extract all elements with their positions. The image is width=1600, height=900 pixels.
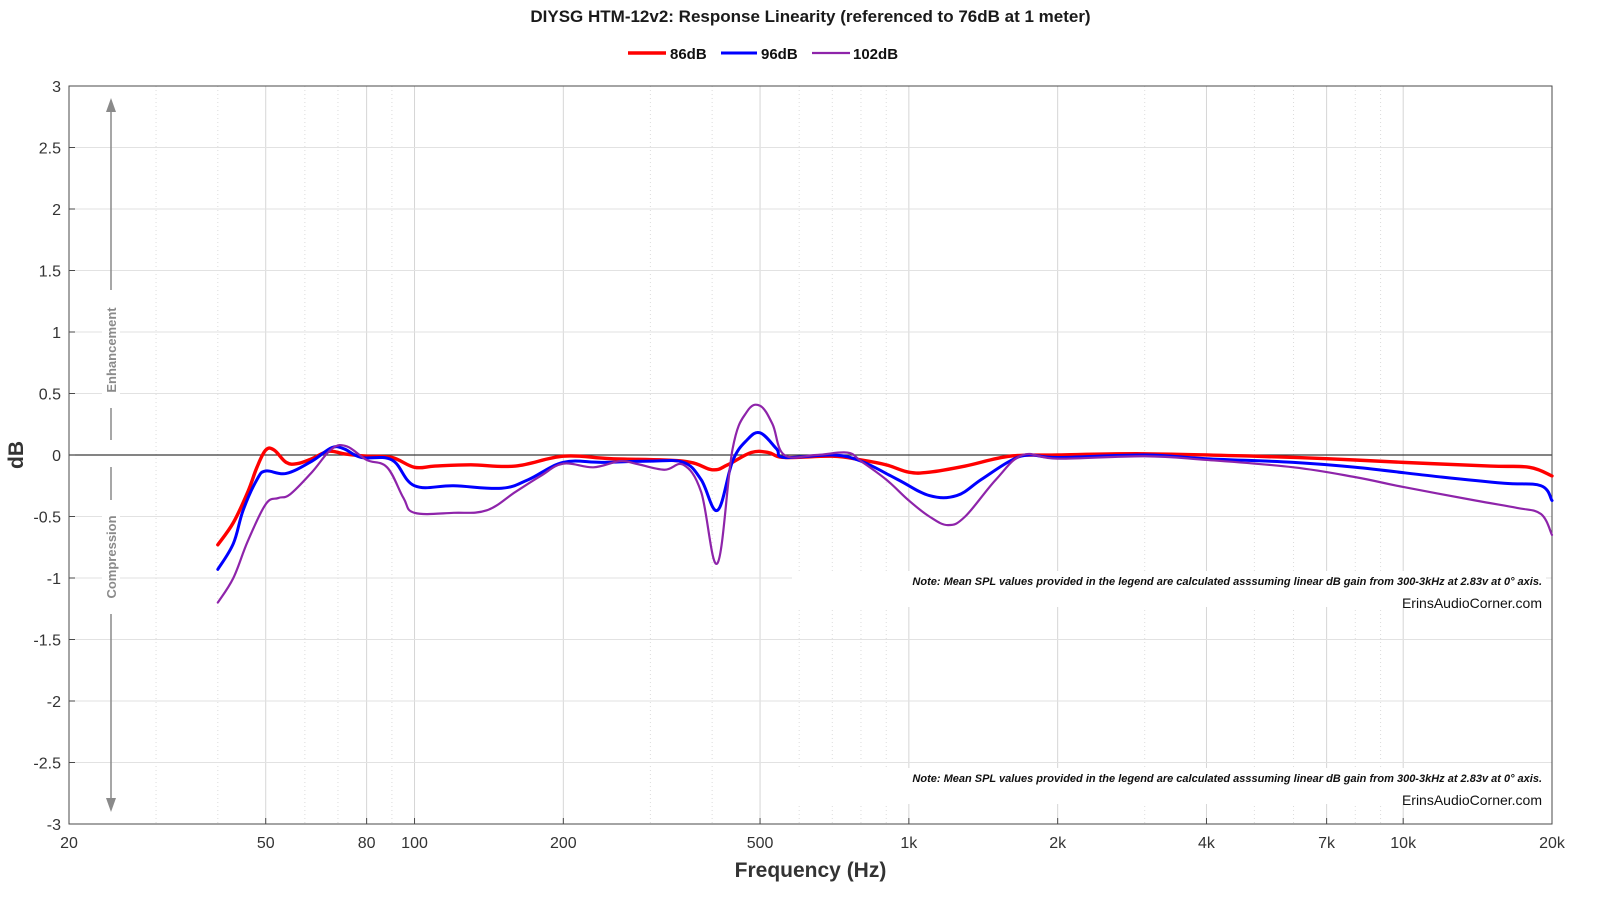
x-tick-label: 20k [1539,835,1566,852]
x-tick-label: 20 [60,835,78,852]
x-tick-label: 200 [550,835,577,852]
compression-arrow-head [106,798,116,812]
y-tick-label: -3 [47,817,61,834]
note-bg-2 [792,768,1546,804]
x-tick-label: 50 [257,835,275,852]
compression-label-bg [102,500,120,614]
x-tick-label: 10k [1390,835,1417,852]
y-tick-label: -2 [47,694,61,711]
enhancement-label-bg [102,290,120,408]
y-tick-label: -1.5 [33,633,61,650]
y-tick-label: 0.5 [39,387,61,404]
series-line-102dB [216,403,1554,604]
y-tick-label: 1 [52,325,61,342]
enhancement-label: Enhancement [104,307,119,393]
y-tick-label: 3 [52,79,61,96]
legend: 86dB 96dB 102dB [628,46,898,63]
y-axis-label: dB [5,441,28,469]
x-tick-label: 1k [900,835,918,852]
legend-label-96dB: 96dB [761,46,798,63]
enhancement-arrow-head [106,98,116,112]
y-tick-label: 1.5 [39,264,61,281]
y-tick-label: -0.5 [33,510,61,527]
note-text-1: Note: Mean SPL values provided in the le… [912,576,1542,588]
legend-label-102dB: 102dB [853,46,898,63]
site-credit-2: ErinsAudioCorner.com [1402,792,1542,808]
x-axis-label: Frequency (Hz) [735,859,887,882]
site-credit-1: ErinsAudioCorner.com [1402,595,1542,611]
x-tick-label: 2k [1049,835,1067,852]
note-bg-1 [792,571,1546,607]
x-tick-label: 500 [747,835,774,852]
compression-label: Compression [104,515,119,598]
y-tick-label: -2.5 [33,756,61,773]
x-tick-label: 7k [1318,835,1336,852]
note-text-2: Note: Mean SPL values provided in the le… [912,773,1542,785]
x-tick-label: 80 [358,835,376,852]
x-tick-label: 4k [1198,835,1216,852]
y-tick-label: 2.5 [39,141,61,158]
legend-label-86dB: 86dB [670,46,707,63]
y-tick-label: 0 [52,448,61,465]
y-tick-label: -1 [47,571,61,588]
y-tick-label: 2 [52,202,61,219]
chart-title: DIYSG HTM-12v2: Response Linearity (refe… [530,7,1090,26]
enhancement-compression-annotation: Enhancement Compression [102,98,120,812]
x-tick-label: 100 [401,835,428,852]
